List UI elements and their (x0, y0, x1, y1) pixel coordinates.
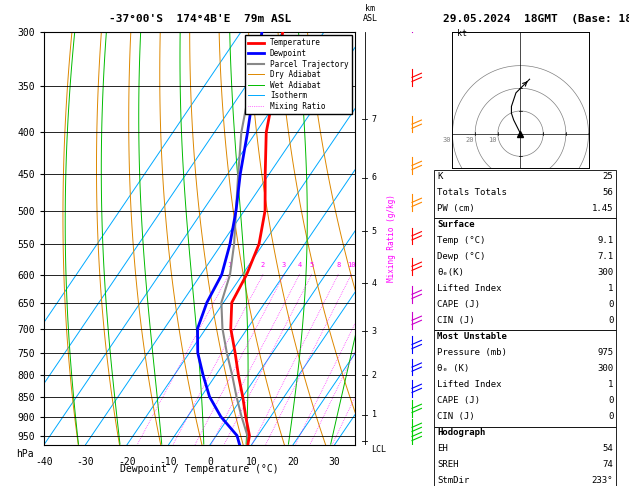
Text: -10: -10 (160, 457, 177, 467)
Text: Lifted Index: Lifted Index (437, 380, 502, 389)
X-axis label: Dewpoint / Temperature (°C): Dewpoint / Temperature (°C) (120, 464, 279, 474)
Text: 975: 975 (597, 348, 613, 357)
Text: -30: -30 (77, 457, 94, 467)
Text: K: K (437, 172, 443, 181)
Text: -40: -40 (35, 457, 53, 467)
Text: 20: 20 (465, 137, 474, 143)
Text: 0: 0 (608, 396, 613, 405)
Text: 3: 3 (372, 327, 377, 335)
Text: 20: 20 (287, 457, 299, 467)
Text: 2: 2 (261, 262, 265, 268)
Text: Totals Totals: Totals Totals (437, 188, 507, 197)
Text: km
ASL: km ASL (363, 4, 377, 23)
Text: 74: 74 (603, 460, 613, 469)
Text: kt: kt (457, 29, 467, 38)
Text: 5: 5 (309, 262, 314, 268)
Text: 4: 4 (372, 278, 377, 288)
Text: 30: 30 (329, 457, 340, 467)
Text: 0: 0 (207, 457, 213, 467)
Text: 1: 1 (372, 410, 377, 419)
Text: 1: 1 (608, 380, 613, 389)
Text: 54: 54 (603, 444, 613, 453)
Text: EH: EH (437, 444, 448, 453)
Text: SREH: SREH (437, 460, 459, 469)
Text: hPa: hPa (16, 449, 33, 459)
Text: CIN (J): CIN (J) (437, 412, 475, 421)
Text: Pressure (mb): Pressure (mb) (437, 348, 507, 357)
Text: 10: 10 (347, 262, 355, 268)
Text: θₑ(K): θₑ(K) (437, 268, 464, 277)
Text: 30: 30 (443, 137, 452, 143)
Text: 25: 25 (603, 172, 613, 181)
Text: -20: -20 (118, 457, 136, 467)
Text: 10: 10 (488, 137, 497, 143)
Text: Mixing Ratio (g/kg): Mixing Ratio (g/kg) (387, 194, 396, 282)
Text: 0: 0 (608, 412, 613, 421)
Text: 1: 1 (226, 262, 231, 268)
Text: 10: 10 (246, 457, 257, 467)
Text: Temp (°C): Temp (°C) (437, 236, 486, 245)
Legend: Temperature, Dewpoint, Parcel Trajectory, Dry Adiabat, Wet Adiabat, Isotherm, Mi: Temperature, Dewpoint, Parcel Trajectory… (245, 35, 352, 114)
Text: Surface: Surface (437, 220, 475, 229)
Text: 7: 7 (372, 115, 377, 123)
Text: 1: 1 (608, 284, 613, 293)
Text: 3: 3 (282, 262, 286, 268)
Text: -37°00'S  174°4B'E  79m ASL: -37°00'S 174°4B'E 79m ASL (109, 14, 291, 24)
Text: LCL: LCL (372, 445, 386, 454)
Text: 2: 2 (372, 371, 377, 380)
Text: CAPE (J): CAPE (J) (437, 300, 480, 309)
Text: 29.05.2024  18GMT  (Base: 18): 29.05.2024 18GMT (Base: 18) (443, 14, 629, 24)
Text: 6: 6 (372, 173, 377, 182)
Text: CIN (J): CIN (J) (437, 316, 475, 325)
Text: CAPE (J): CAPE (J) (437, 396, 480, 405)
Text: 8: 8 (336, 262, 340, 268)
Text: PW (cm): PW (cm) (437, 204, 475, 213)
Text: 1.45: 1.45 (592, 204, 613, 213)
Text: θₑ (K): θₑ (K) (437, 364, 469, 373)
Text: Dewp (°C): Dewp (°C) (437, 252, 486, 261)
Text: 233°: 233° (592, 476, 613, 486)
Text: 9.1: 9.1 (597, 236, 613, 245)
Text: 0: 0 (608, 316, 613, 325)
Text: Lifted Index: Lifted Index (437, 284, 502, 293)
Text: 7.1: 7.1 (597, 252, 613, 261)
Text: Most Unstable: Most Unstable (437, 332, 507, 341)
Text: 56: 56 (603, 188, 613, 197)
Text: 4: 4 (298, 262, 301, 268)
Text: 300: 300 (597, 364, 613, 373)
Text: 5: 5 (372, 226, 377, 236)
Text: 300: 300 (597, 268, 613, 277)
Text: Hodograph: Hodograph (437, 428, 486, 437)
Text: StmDir: StmDir (437, 476, 469, 486)
Text: 0: 0 (608, 300, 613, 309)
